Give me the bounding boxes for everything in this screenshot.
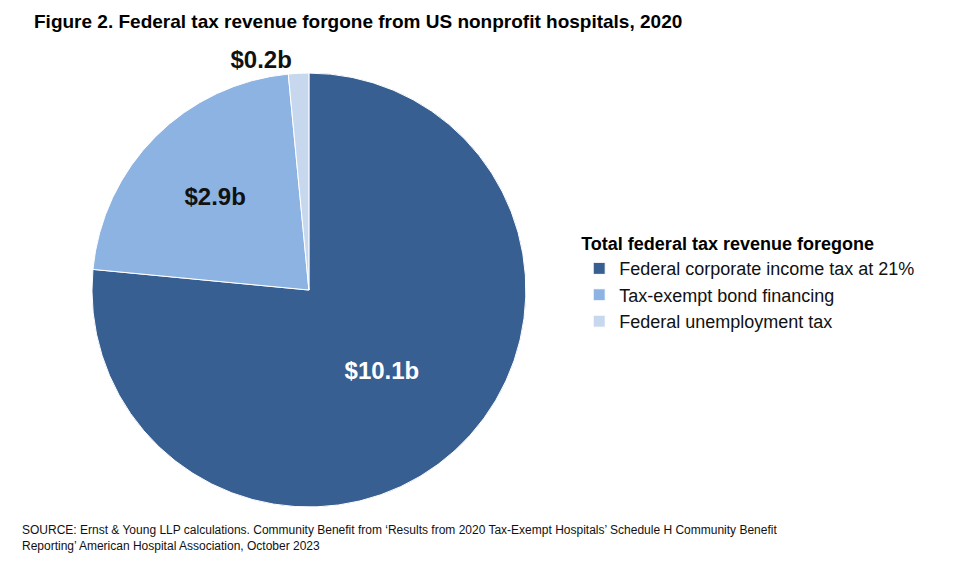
svg-text:$0.2b: $0.2b [230,46,291,73]
svg-text:Federal unemployment tax: Federal unemployment tax [619,312,832,332]
svg-text:SOURCE: Ernst & Young LLP calc: SOURCE: Ernst & Young LLP calculations. … [22,523,777,553]
svg-text:$2.9b: $2.9b [184,183,245,210]
svg-text:Federal corporate income tax a: Federal corporate income tax at 21% [619,259,914,279]
svg-text:$10.1b: $10.1b [345,357,420,384]
svg-text:Total federal tax revenue fore: Total federal tax revenue foregone [581,234,874,254]
svg-text:Figure 2. Federal tax revenue: Figure 2. Federal tax revenue forgone fr… [34,11,682,32]
svg-text:Tax-exempt bond financing: Tax-exempt bond financing [619,286,834,306]
